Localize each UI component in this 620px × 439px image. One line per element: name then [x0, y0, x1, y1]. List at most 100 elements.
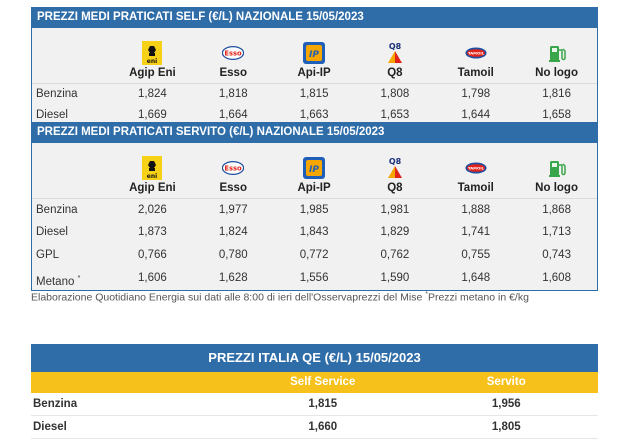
- q8-logo-text: Q8: [389, 42, 402, 51]
- price-cell: 1,663: [299, 109, 329, 121]
- price-cell: 1,815: [308, 398, 338, 410]
- servito-price-table: PREZZI MEDI PRATICATI SERVITO (€/L) NAZI…: [31, 122, 598, 291]
- price-cell: 1,590: [380, 272, 410, 284]
- price-cell: 1,644: [461, 109, 491, 121]
- table-row: Diesel 1,873 1,824 1,843 1,829 1,741 1,7…: [32, 221, 597, 244]
- price-cell: 1,805: [491, 421, 521, 433]
- price-cell: 1,981: [380, 204, 410, 216]
- brand-esso: Esso Esso: [193, 28, 274, 83]
- brand-agip-eni: eni Agip Eni: [112, 28, 193, 83]
- price-cell: 1,985: [299, 204, 329, 216]
- tamoil-logo-text: TAMOIL: [468, 166, 485, 171]
- brand-tamoil: TAMOIL Tamoil: [435, 28, 516, 83]
- fuel-label: Benzina: [36, 204, 78, 216]
- brand-name: Agip Eni: [129, 67, 176, 79]
- self-table-title: PREZZI MEDI PRATICATI SELF (€/L) NAZIONA…: [32, 8, 597, 28]
- fuel-label: Diesel: [36, 109, 68, 121]
- table-row: Metano * 1,606 1,628 1,556 1,590 1,648 1…: [32, 267, 597, 290]
- price-cell: 1,824: [218, 226, 248, 238]
- brand-name: No logo: [535, 182, 578, 194]
- brand-name: Tamoil: [457, 182, 494, 194]
- brand-header-spacer: [32, 143, 112, 198]
- ip-logo-text: IP: [309, 165, 319, 175]
- fuel-label-text: Metano: [36, 275, 75, 288]
- fuel-label: Benzina: [33, 398, 78, 410]
- price-cell: 1,843: [299, 226, 329, 238]
- price-cell: 1,741: [461, 226, 491, 238]
- source-footnote: Elaborazione Quotidiano Energia sui dati…: [31, 291, 529, 304]
- brand-name: Esso: [219, 67, 247, 79]
- brand-api-ip: IP Api-IP: [274, 143, 355, 198]
- price-cell: 0,772: [299, 249, 329, 261]
- servito-table-title: PREZZI MEDI PRATICATI SERVITO (€/L) NAZI…: [32, 123, 597, 143]
- price-cell: 1,824: [138, 88, 167, 100]
- footnote-marker: *: [77, 275, 81, 282]
- price-cell: 1,648: [461, 272, 491, 284]
- brand-header-spacer: [32, 28, 112, 83]
- brand-q8: Q8 Q8: [355, 143, 436, 198]
- qe-table-title: PREZZI ITALIA QE (€/L) 15/05/2023: [31, 344, 598, 372]
- price-cell: 1,713: [542, 226, 571, 238]
- fuel-label: Diesel: [36, 226, 68, 238]
- price-cell: 1,816: [542, 88, 571, 100]
- brand-agip-eni: eni Agip Eni: [112, 143, 193, 198]
- tamoil-oval-icon: TAMOIL: [465, 157, 487, 179]
- fuel-pump-icon: [546, 157, 568, 179]
- price-cell: 1,798: [461, 88, 491, 100]
- table-row: Benzina 1,815 1,956: [31, 393, 598, 416]
- brand-esso: Esso Esso: [193, 143, 274, 198]
- price-cell: 1,977: [218, 204, 248, 216]
- brand-api-ip: IP Api-IP: [274, 28, 355, 83]
- esso-oval-icon: Esso: [222, 157, 245, 179]
- esso-oval-icon: Esso: [222, 42, 245, 64]
- q8-logo-text: Q8: [389, 157, 402, 166]
- tamoil-oval-icon: TAMOIL: [465, 42, 487, 64]
- price-cell: 0,762: [380, 249, 410, 261]
- table-row: Benzina 2,026 1,977 1,985 1,981 1,888 1,…: [32, 199, 597, 221]
- price-cell: 1,606: [138, 272, 167, 284]
- price-cell: 1,608: [542, 272, 571, 284]
- ip-logo-text: IP: [309, 50, 319, 60]
- servito-brand-header-row: eni Agip Eni Esso Esso IP Api-IP Q8 Q8 T…: [32, 143, 597, 199]
- price-cell: 1,660: [308, 421, 338, 433]
- eni-six-legged-dog-icon: eni: [141, 156, 163, 180]
- table-row: Diesel 1,669 1,664 1,663 1,653 1,644 1,6…: [32, 105, 597, 126]
- qe-column-header: Servito: [486, 376, 526, 388]
- table-row: Diesel 1,660 1,805: [31, 416, 598, 439]
- eni-logo-text: eni: [147, 173, 157, 180]
- brand-name: Api-IP: [297, 67, 331, 79]
- qe-column-header: Self Service: [290, 376, 356, 388]
- price-cell: 1,653: [380, 109, 410, 121]
- brand-name: Api-IP: [297, 182, 331, 194]
- fuel-pump-icon: [546, 42, 568, 64]
- brand-tamoil: TAMOIL Tamoil: [435, 143, 516, 198]
- fuel-label: Diesel: [33, 421, 67, 433]
- eni-six-legged-dog-icon: eni: [141, 41, 163, 65]
- table-row: GPL 0,766 0,780 0,772 0,762 0,755 0,743: [32, 244, 597, 267]
- table-row: Benzina 1,824 1,818 1,815 1,808 1,798 1,…: [32, 84, 597, 105]
- price-cell: 1,664: [218, 109, 248, 121]
- price-cell: 1,956: [491, 398, 521, 410]
- brand-name: Q8: [387, 182, 403, 194]
- brand-no-logo: No logo: [516, 143, 597, 198]
- price-cell: 1,808: [380, 88, 410, 100]
- price-cell: 1,556: [299, 272, 329, 284]
- fuel-label: Benzina: [36, 88, 78, 100]
- brand-name: Q8: [387, 67, 403, 79]
- fuel-label: Metano *: [32, 267, 112, 294]
- tamoil-logo-text: TAMOIL: [468, 51, 485, 56]
- self-brand-header-row: eni Agip Eni Esso Esso IP Api-IP Q8 Q8 T…: [32, 28, 597, 84]
- esso-logo-text: Esso: [225, 165, 243, 173]
- brand-name: No logo: [535, 67, 578, 79]
- self-price-table: PREZZI MEDI PRATICATI SELF (€/L) NAZIONA…: [31, 7, 598, 127]
- esso-logo-text: Esso: [225, 50, 243, 58]
- ip-logo-icon: IP: [303, 42, 326, 64]
- q8-sails-icon: Q8: [384, 42, 406, 64]
- q8-sails-icon: Q8: [384, 157, 406, 179]
- price-cell: 0,755: [461, 249, 491, 261]
- footnote-marker: *: [425, 291, 428, 298]
- price-cell: 1,868: [542, 204, 571, 216]
- footnote-text-2: Prezzi metano in €/kg: [427, 291, 529, 304]
- brand-name: Agip Eni: [129, 182, 176, 194]
- price-cell: 1,669: [138, 109, 167, 121]
